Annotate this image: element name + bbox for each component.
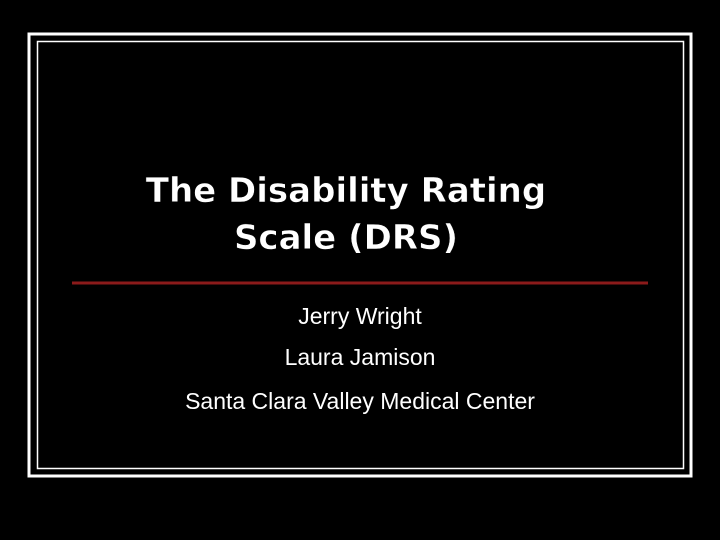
title-line: Scale (DRS) <box>234 218 458 258</box>
subtitle-line: Laura Jamison <box>285 344 436 370</box>
title-group: The Disability Rating Scale (DRS) <box>146 171 547 259</box>
subtitle-line: Santa Clara Valley Medical Center <box>185 388 535 414</box>
outer-frame <box>27 32 693 478</box>
title-line: The Disability Rating <box>146 171 546 211</box>
inner-frame <box>36 40 685 470</box>
subtitle-line: Jerry Wright <box>298 303 422 329</box>
